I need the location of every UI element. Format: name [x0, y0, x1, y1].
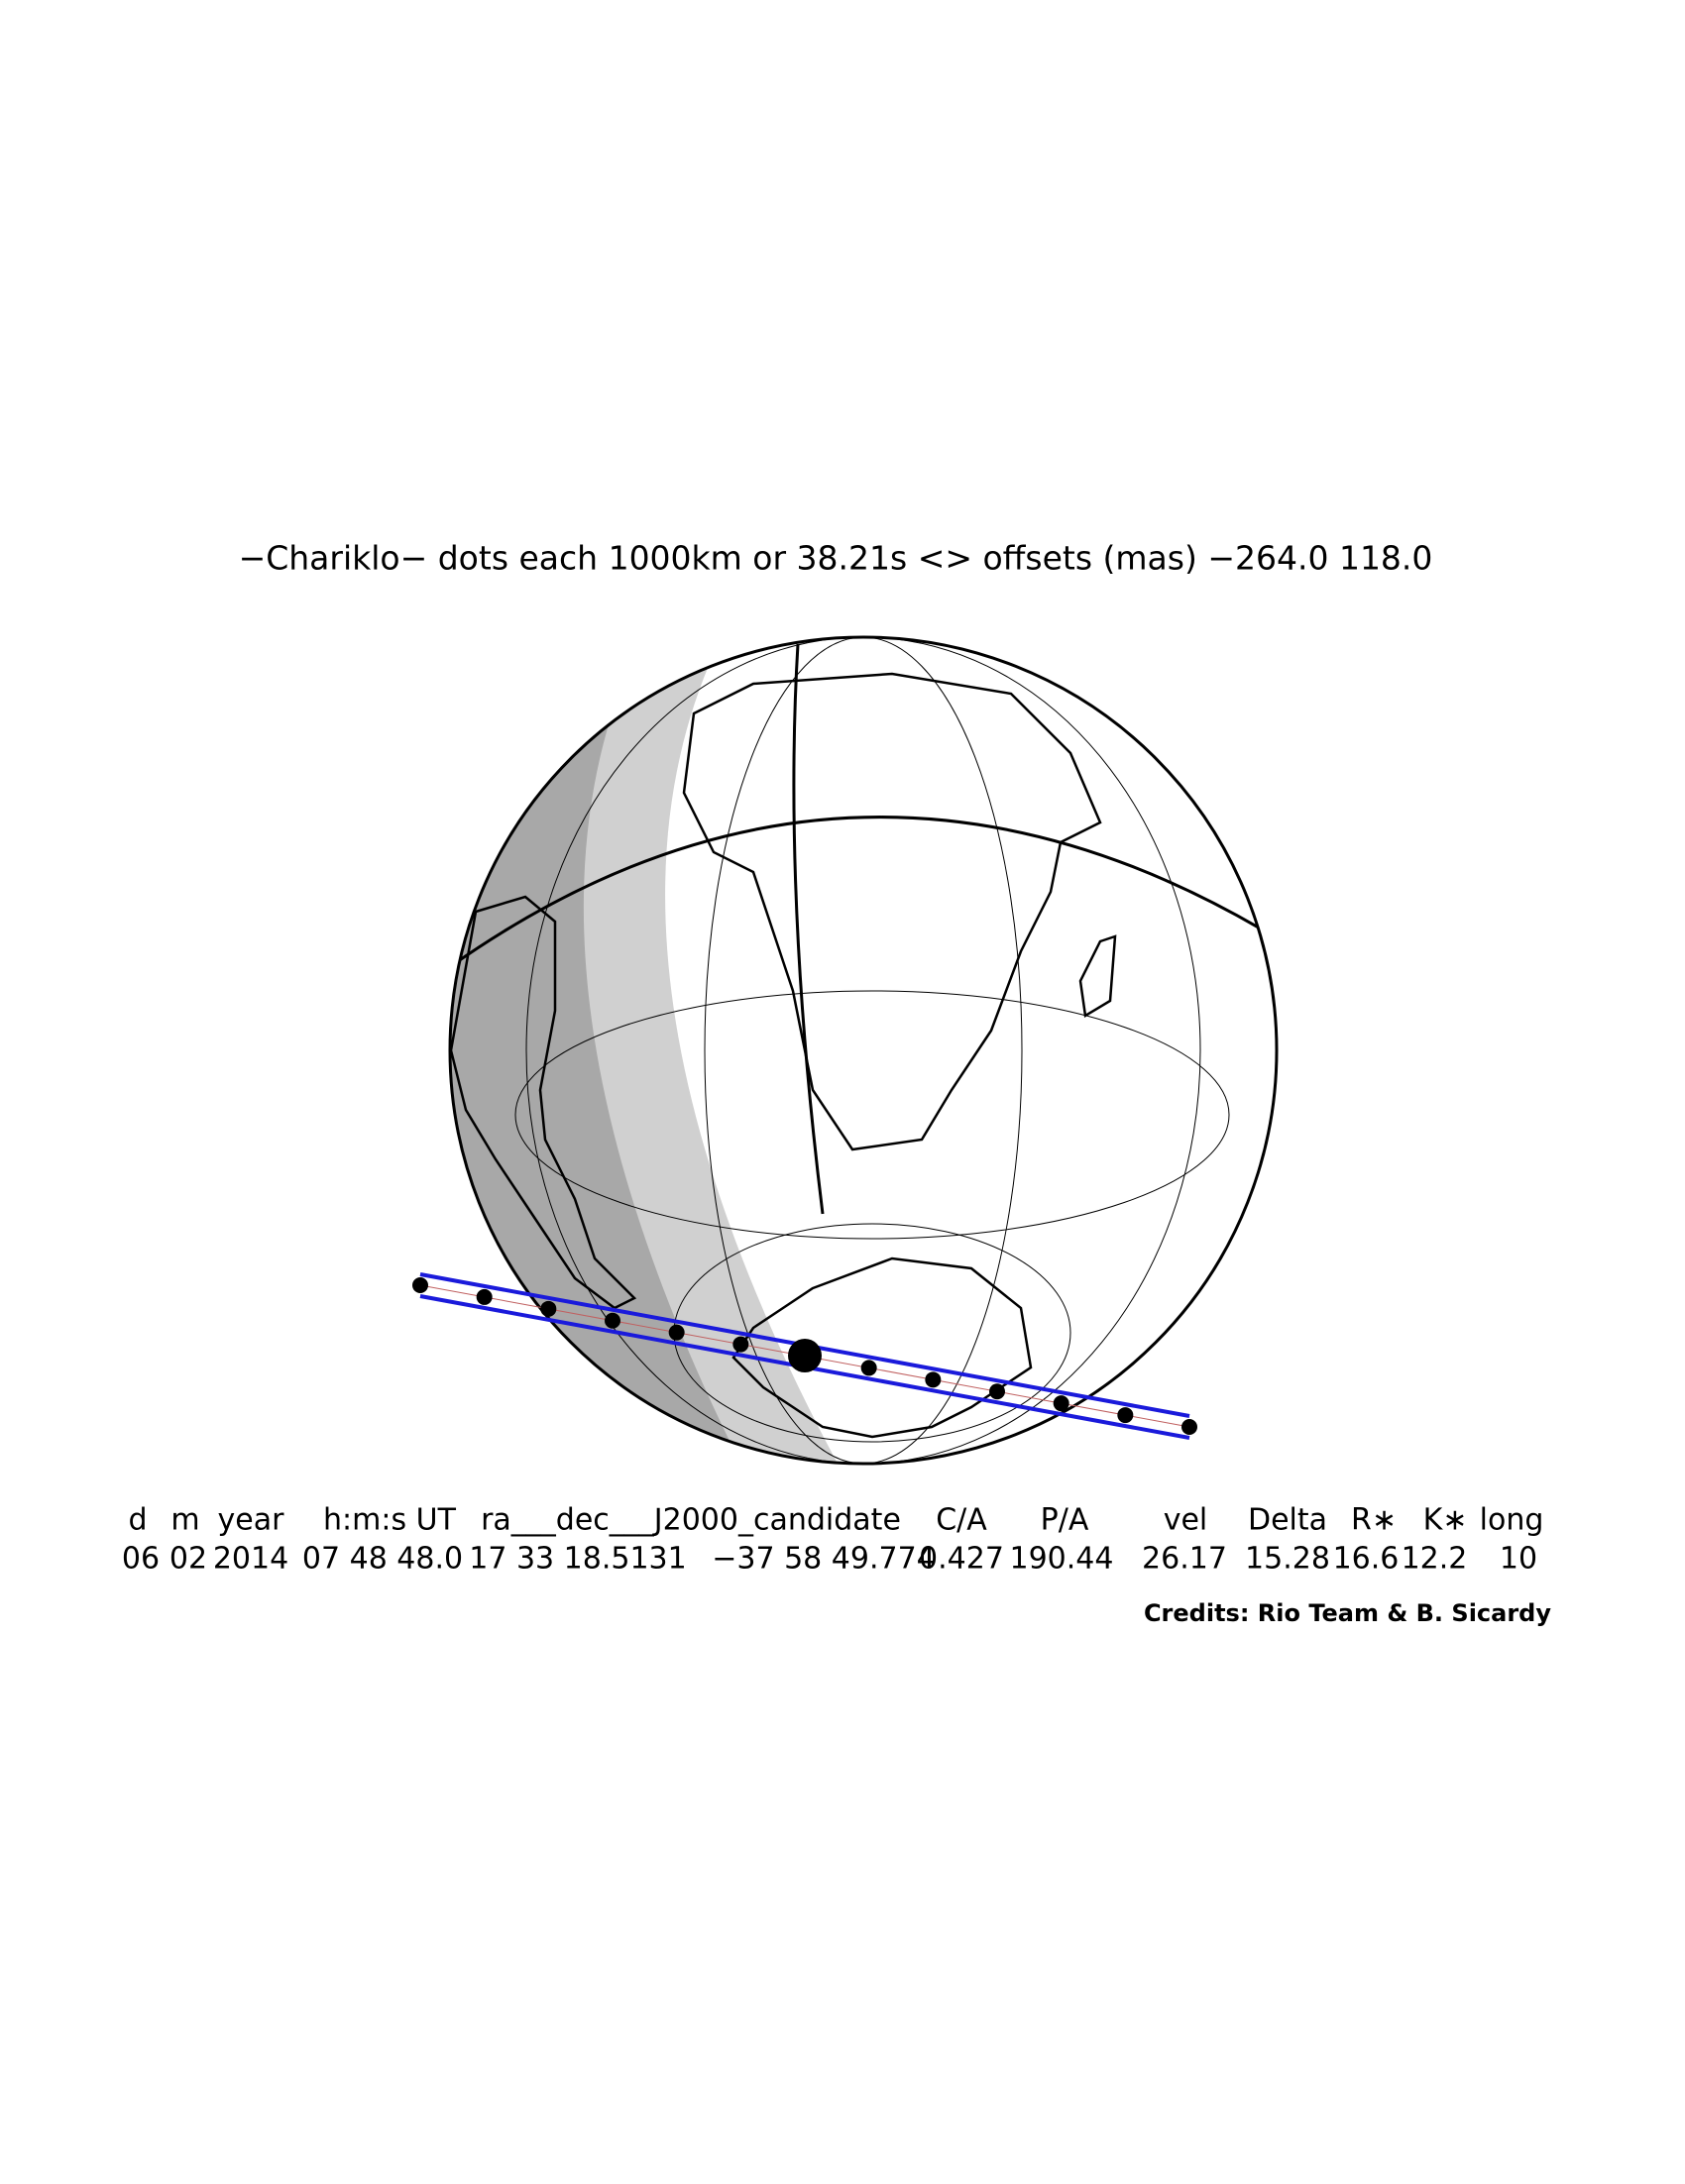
- path-dot: [989, 1383, 1005, 1400]
- path-dot: [1117, 1407, 1134, 1424]
- table-value: 10: [1500, 1542, 1537, 1577]
- path-dot: [925, 1371, 942, 1388]
- table-value: 02: [169, 1542, 207, 1577]
- table-value: 26.17: [1142, 1542, 1227, 1577]
- table-header: d: [128, 1503, 147, 1538]
- data-table: d m year h:m:s UT ra___dec___J2000_candidate…: [122, 1503, 1543, 1577]
- table-header: R∗: [1351, 1503, 1397, 1538]
- globe: [448, 635, 1279, 1466]
- table-value: 07 48 48.0: [302, 1542, 463, 1577]
- path-dot: [605, 1312, 620, 1329]
- path-dot: [732, 1336, 749, 1353]
- table-header: K∗: [1423, 1503, 1468, 1538]
- path-dot: [540, 1300, 557, 1317]
- table-value: 15.28: [1245, 1542, 1330, 1577]
- credits: Credits: Rio Team & B. Sicardy: [1144, 1599, 1551, 1627]
- table-header: Delta: [1248, 1503, 1327, 1538]
- table-value: 12.2: [1402, 1542, 1468, 1577]
- path-dot: [476, 1288, 493, 1305]
- table-header: m: [170, 1503, 199, 1538]
- path-dot: [1053, 1395, 1069, 1412]
- table-value: 0.427: [919, 1542, 1004, 1577]
- table-header: vel: [1164, 1503, 1208, 1538]
- path-dot: [412, 1277, 428, 1293]
- table-header: P/A: [1041, 1503, 1089, 1538]
- occultation-path: [412, 1272, 1197, 1440]
- table-value: −37 58 49.774: [712, 1542, 936, 1577]
- table-value: 2014: [213, 1542, 288, 1577]
- title: −Chariklo− dots each 1000km or 38.21s <>…: [239, 539, 1433, 578]
- table-header: long: [1480, 1503, 1544, 1538]
- table-value: 190.44: [1010, 1542, 1114, 1577]
- table-header: C/A: [936, 1503, 987, 1538]
- path-dot: [668, 1324, 685, 1341]
- table-value: 17 33 18.5131: [469, 1542, 686, 1577]
- table-value: 16.6: [1333, 1542, 1400, 1577]
- table-value: 06: [122, 1542, 160, 1577]
- path-dot: [860, 1360, 877, 1376]
- table-header: year: [218, 1503, 285, 1538]
- table-header: ra___dec___J2000_candidate: [481, 1503, 901, 1538]
- path-dot: [1181, 1419, 1197, 1435]
- table-header: h:m:s UT: [323, 1503, 457, 1538]
